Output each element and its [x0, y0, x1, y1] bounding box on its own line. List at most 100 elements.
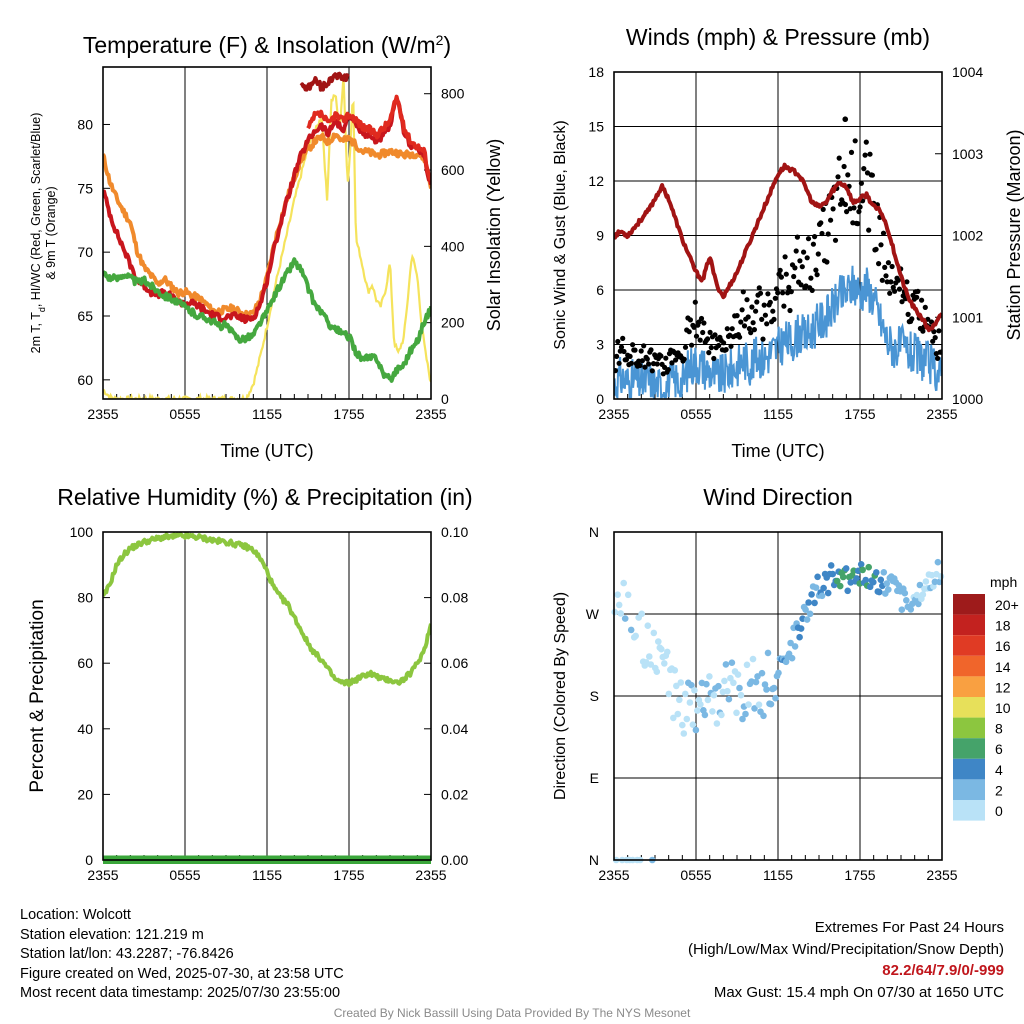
direction-point — [901, 589, 909, 597]
gust-point — [701, 320, 707, 326]
gust-point — [700, 329, 706, 336]
direction-point — [936, 578, 943, 586]
gust-point — [762, 312, 769, 318]
series-group — [103, 71, 431, 399]
gust-point — [882, 264, 888, 270]
gust-point — [885, 260, 892, 266]
direction-point — [865, 563, 872, 571]
gust-point — [781, 303, 787, 309]
gust-point — [646, 361, 652, 367]
y-right-tick-label: 600 — [441, 162, 465, 178]
x-tick-label: 0555 — [680, 867, 711, 883]
x-tick-label: 1155 — [763, 867, 793, 883]
direction-point — [770, 684, 778, 692]
direction-point — [763, 686, 770, 693]
latlon-text: Station lat/lon: 43.2287; -76.8426 — [20, 946, 234, 963]
y-right-tick-label: 0.00 — [441, 852, 468, 868]
direction-point — [814, 573, 821, 581]
legend-label: 2 — [995, 782, 1003, 798]
direction-point — [661, 660, 668, 667]
gust-point — [922, 304, 928, 310]
direction-point — [824, 589, 832, 597]
y-right-tick-label: 1004 — [952, 64, 983, 80]
gust-point — [638, 348, 644, 354]
x-tick-label: 1755 — [333, 406, 364, 422]
gust-point — [753, 308, 759, 314]
direction-point — [937, 573, 945, 580]
gust-point — [749, 304, 755, 310]
direction-point — [859, 566, 866, 574]
gust-point — [804, 255, 810, 261]
direction-point — [811, 599, 818, 607]
humidity-line — [103, 531, 431, 688]
gust-point — [772, 295, 778, 301]
y-left-tick-label: 80 — [77, 590, 93, 606]
gust-point — [887, 290, 893, 296]
direction-point — [621, 615, 629, 622]
gust-point — [744, 297, 750, 303]
direction-point — [737, 691, 745, 699]
maroon-temperature-line — [299, 71, 350, 92]
direction-point — [812, 584, 820, 591]
direction-point — [805, 599, 812, 606]
gust-point — [793, 248, 799, 254]
direction-point — [767, 700, 775, 708]
gust-point — [669, 360, 675, 366]
direction-point — [818, 592, 826, 600]
y-right-tick-label: 0.06 — [441, 655, 468, 671]
direction-point — [755, 701, 763, 708]
direction-point — [743, 661, 751, 669]
y-right-tick-label: 0.08 — [441, 590, 468, 606]
gust-point — [641, 343, 647, 349]
legend-swatch — [953, 800, 985, 821]
y-left-tick-label: 18 — [588, 64, 604, 80]
direction-point — [772, 694, 779, 702]
direction-point — [796, 633, 803, 641]
y-right-axis-label: Solar Insolation (Yellow) — [484, 139, 504, 331]
gust-point — [706, 350, 712, 356]
direction-point — [734, 671, 742, 678]
y-right-tick-label: 1001 — [952, 309, 983, 325]
gust-point — [936, 328, 942, 334]
gust-point — [740, 289, 746, 295]
gust-point — [798, 282, 804, 288]
direction-point — [644, 622, 652, 629]
max-gust-point — [842, 116, 849, 123]
direction-point — [664, 648, 671, 656]
gust-point — [801, 249, 807, 255]
gust-point — [888, 279, 894, 285]
direction-point — [689, 721, 697, 728]
gust-point — [614, 368, 618, 374]
gust-point — [681, 356, 687, 362]
direction-point — [913, 591, 921, 599]
gust-point — [819, 230, 825, 237]
direction-point — [833, 577, 841, 585]
direction-point — [797, 625, 805, 632]
gust-point — [748, 330, 754, 336]
gust-point — [879, 277, 885, 283]
legend-label: 14 — [995, 659, 1011, 675]
direction-point — [713, 720, 721, 727]
direction-point — [898, 606, 906, 613]
gust-point — [759, 316, 765, 322]
y-left-tick-label: 40 — [77, 721, 93, 737]
y-left-axis-label: Sonic Wind & Gust (Blue, Black) — [552, 120, 569, 349]
direction-point — [907, 606, 915, 613]
direction-point — [730, 679, 737, 687]
legend-label: 20+ — [995, 597, 1019, 613]
gust-point — [892, 288, 898, 294]
station-info: Location: Wolcott Station elevation: 121… — [20, 906, 344, 1004]
y-right-axis-label: Station Pressure (Maroon) — [1004, 129, 1024, 340]
gust-point — [628, 360, 635, 366]
direction-point — [674, 710, 682, 718]
direction-point — [787, 639, 794, 647]
max-gust-text: Max Gust: 15.4 mph On 07/30 at 1650 UTC — [713, 983, 1004, 1001]
gust-point — [797, 258, 803, 264]
direction-point — [676, 696, 683, 704]
direction-point — [632, 632, 639, 640]
direction-point — [839, 573, 847, 581]
gust-point — [783, 271, 789, 277]
plot-border — [102, 66, 432, 400]
direction-point — [733, 709, 740, 717]
insolation-line — [103, 76, 431, 399]
